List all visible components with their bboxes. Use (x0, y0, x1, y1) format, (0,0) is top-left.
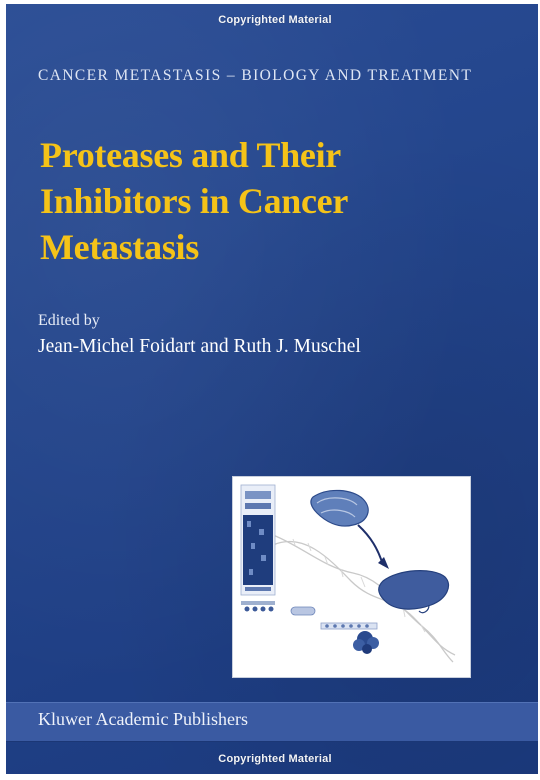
cell-column-graphic (240, 484, 276, 596)
capsule-graphic (290, 606, 316, 616)
copyright-watermark-bottom: Copyrighted Material (218, 753, 332, 765)
title-line-2: Inhibitors in Cancer (40, 181, 349, 221)
liver-graphic (378, 570, 450, 614)
intestine-graphic (310, 489, 369, 527)
title-line-3: Metastasis (40, 227, 199, 267)
molecule-graphic (241, 601, 275, 612)
book-title: Proteases and Their Inhibitors in Cancer… (40, 132, 460, 270)
publisher-band (6, 702, 538, 742)
tumor-cell-cluster-graphic (353, 631, 379, 654)
cover-illustration (232, 476, 471, 678)
editors-names: Jean-Michel Foidart and Ruth J. Muschel (38, 336, 361, 357)
copyright-watermark-top: Copyrighted Material (218, 14, 332, 26)
metastasis-illustration (233, 477, 470, 677)
edited-by-label: Edited by (38, 312, 100, 329)
book-cover (6, 4, 538, 774)
title-line-1: Proteases and Their (40, 135, 341, 175)
membrane-graphic (320, 622, 378, 630)
arrow-head-icon (378, 557, 389, 569)
series-title: CANCER METASTASIS – BIOLOGY AND TREATMEN… (38, 67, 473, 84)
publisher-name: Kluwer Academic Publishers (38, 709, 248, 729)
